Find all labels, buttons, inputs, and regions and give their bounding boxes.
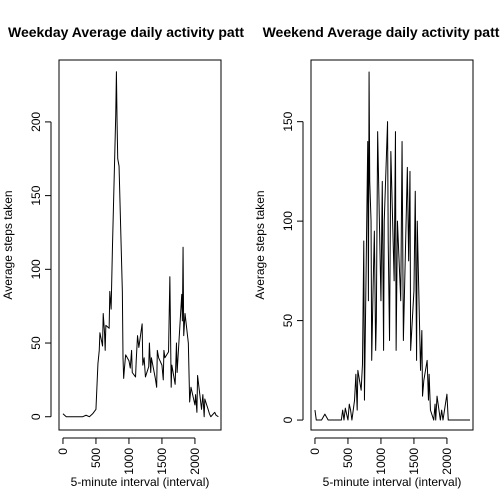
chart-2-title: Weekend Average daily activity patt <box>263 24 500 40</box>
chart-1-plot-frame <box>58 59 222 431</box>
chart-1-y-tick-label: 50 <box>29 336 43 350</box>
chart-2-x-axis-label: 5-minute interval (interval) <box>323 475 462 489</box>
chart-1-y-tick-label: 200 <box>29 112 43 132</box>
chart-1-y-tick-label: 100 <box>29 259 43 279</box>
chart-1-x-tick-label: 500 <box>89 448 103 468</box>
chart-1-title: Weekday Average daily activity patt <box>8 24 244 40</box>
chart-2-y-tick-label: 100 <box>281 211 295 231</box>
chart-2-plot-frame <box>310 59 474 431</box>
chart-2-series-line-1 <box>314 71 471 421</box>
chart-2-y-axis-label: Average steps taken <box>253 190 267 299</box>
chart-1-series-line-1 <box>62 71 219 418</box>
chart-2-y-tick-label: 50 <box>281 314 295 328</box>
chart-1-y-tick-label: 150 <box>29 185 43 205</box>
chart-1-x-tick-label: 0 <box>56 448 70 455</box>
chart-1-x-tick-label: 1500 <box>155 448 169 475</box>
chart-1-y-tick-label: 0 <box>29 413 43 420</box>
chart-2-y-tick-label: 0 <box>281 416 295 423</box>
chart-2-x-tick-label: 1500 <box>407 448 421 475</box>
chart-2-x-tick-label: 0 <box>308 448 322 455</box>
chart-2-x-tick-label: 500 <box>341 448 355 468</box>
chart-1-x-axis-label: 5-minute interval (interval) <box>71 475 210 489</box>
chart-1-x-tick-label: 1000 <box>122 448 136 475</box>
chart-1-y-axis-label: Average steps taken <box>1 190 15 299</box>
chart-2-y-tick-label: 150 <box>281 111 295 131</box>
chart-2-x-tick-label: 2000 <box>440 448 454 475</box>
chart-1-x-tick-label: 2000 <box>188 448 202 475</box>
chart-2-x-tick-label: 1000 <box>374 448 388 475</box>
